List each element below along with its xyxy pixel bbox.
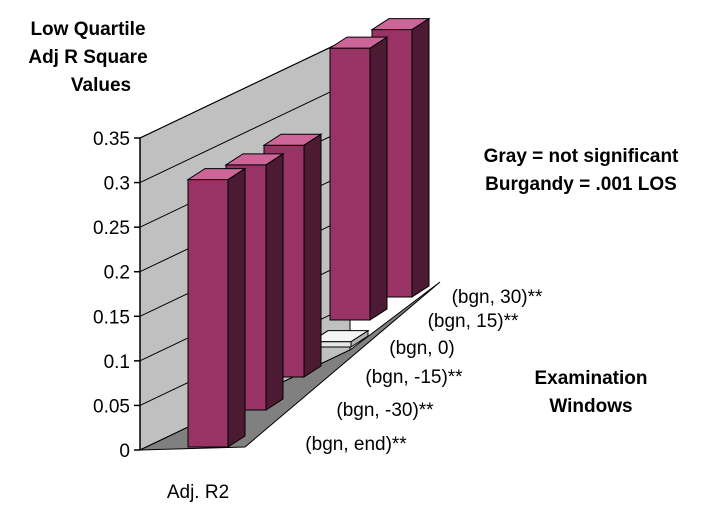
- bar-top-face: [309, 330, 370, 343]
- y-tick-label: 0.3: [104, 174, 130, 195]
- y-tick-label: 0.1: [104, 352, 130, 373]
- category-label: (bgn, 0): [389, 338, 454, 359]
- bar-front-face: [329, 47, 371, 321]
- category-label: (bgn, 30)**: [452, 287, 543, 308]
- x-axis-label: Adj. R2: [167, 482, 229, 503]
- bar-top-face: [224, 153, 285, 166]
- bars: [186, 17, 431, 448]
- category-label: (bgn, -15)**: [365, 367, 463, 388]
- bar-side-face: [369, 36, 388, 321]
- y-tick-label: 0.15: [93, 307, 130, 328]
- bar-top-face: [186, 168, 247, 181]
- gridline: [139, 82, 351, 184]
- bar-top-face: [328, 36, 389, 49]
- chart-title-line-1: Low Quartile: [30, 19, 145, 40]
- bar-top-face: [370, 18, 431, 31]
- y-tick-label: 0.05: [93, 396, 130, 417]
- bar: [328, 36, 389, 321]
- y-tick-label: 0.2: [104, 263, 130, 284]
- gridline: [139, 37, 351, 139]
- bar-side-face: [265, 152, 284, 411]
- bar-side-face: [411, 17, 430, 298]
- legend-gray: Gray = not significant: [484, 146, 679, 167]
- category-labels: (bgn, end)** (bgn, -30)** (bgn, -15)** (bgn…: [305, 287, 543, 455]
- chart-title-line-2: Adj R Square: [28, 47, 147, 68]
- y-tick-label: 0.35: [93, 129, 130, 150]
- legend-burgundy: Burgandy = .001 LOS: [485, 174, 677, 195]
- bar-front-face: [187, 179, 229, 448]
- chart-title-line-3: Values: [71, 75, 131, 96]
- z-axis-label-line-1: Examination: [535, 368, 648, 389]
- category-label: (bgn, end)**: [305, 434, 407, 455]
- y-axis-ticks: 0 0.05 0.1 0.15 0.2 0.25 0.3 0.35: [93, 129, 140, 462]
- category-label: (bgn, -30)**: [336, 400, 434, 421]
- bar-side-face: [227, 167, 246, 448]
- category-label: (bgn, 15)**: [428, 311, 519, 332]
- bar-top-face: [262, 133, 323, 146]
- bar: [309, 329, 370, 348]
- bar: [186, 167, 247, 448]
- y-tick-label: 0: [119, 441, 130, 462]
- y-tick-label: 0.25: [93, 218, 130, 239]
- bar-side-face: [303, 133, 322, 378]
- z-axis-label-line-2: Windows: [549, 396, 632, 417]
